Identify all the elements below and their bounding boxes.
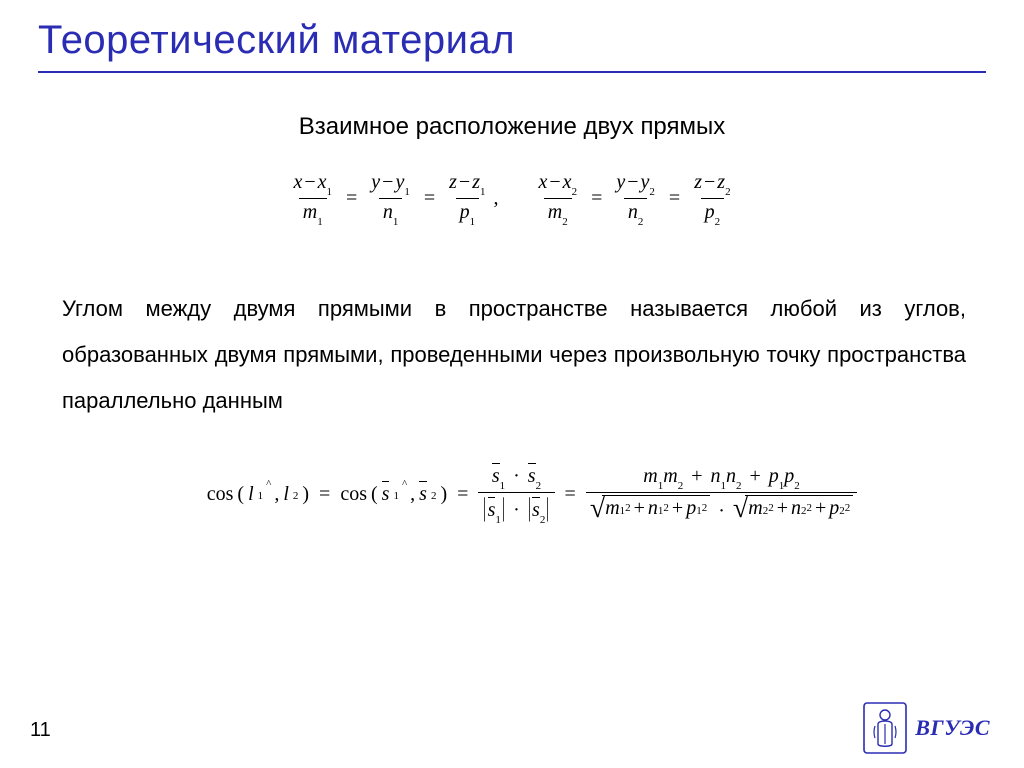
page-title: Теоретический материал	[38, 18, 986, 63]
cosine-formula: cos(l1^,l2) = cos(s1^,s2) = s1 · s2 |s1|…	[38, 465, 986, 524]
page-number: 11	[30, 719, 51, 742]
line-equation-1: x−x1 m1 = y−y1 n1 = z−z1 p1 ,	[289, 171, 498, 226]
logo-text: ВГУЭС	[915, 715, 990, 741]
line-equation-2: x−x2 m2 = y−y2 n2 = z−z2 p2	[535, 171, 735, 226]
title-underline	[38, 71, 986, 73]
footer-logo: ВГУЭС	[863, 702, 990, 754]
logo-icon	[863, 702, 907, 754]
definition-text: Углом между двумя прямыми в пространстве…	[38, 286, 986, 425]
subtitle: Взаимное расположение двух прямых	[38, 113, 986, 141]
slide: Теоретический материал Взаимное располож…	[0, 0, 1024, 768]
canonical-equations: x−x1 m1 = y−y1 n1 = z−z1 p1 , x−x2 m2 = …	[38, 171, 986, 226]
